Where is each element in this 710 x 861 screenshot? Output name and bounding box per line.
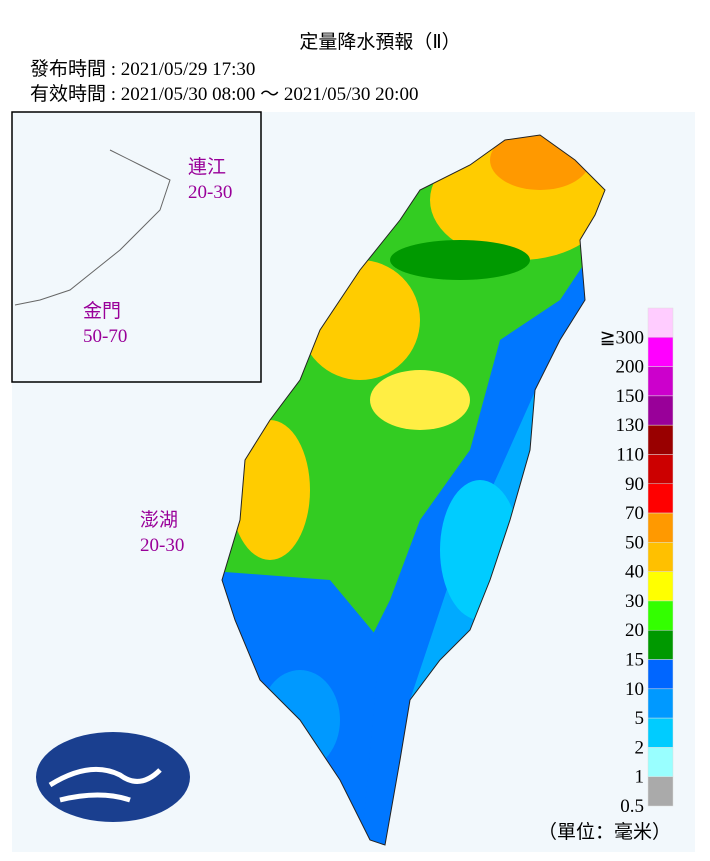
legend-swatch: [647, 454, 674, 485]
legend-label: 2: [635, 737, 645, 758]
inset-box: [11, 111, 262, 383]
legend-label: 10: [625, 679, 644, 700]
legend-swatch: [647, 776, 674, 807]
legend-swatch: [647, 688, 674, 719]
logo-swirl: [48, 766, 162, 803]
legend-swatch: [647, 337, 674, 367]
valid-time: 有效時間 : 2021/05/30 08:00 ～ 2021/05/30 20:…: [30, 83, 418, 105]
legend-label: 150: [616, 386, 645, 407]
region-range: 20-30: [140, 535, 184, 556]
legend-label: 110: [616, 444, 644, 465]
legend-label: 90: [625, 474, 644, 495]
legend-swatch: [647, 512, 674, 543]
legend-label: 1: [635, 767, 645, 788]
legend-label: 40: [625, 562, 644, 583]
legend-swatch: [647, 424, 674, 455]
legend-swatch: [647, 659, 674, 690]
legend-unit: （單位：毫米）: [538, 821, 671, 843]
legend-label: 20: [625, 620, 644, 641]
legend-label: ≧300: [600, 327, 644, 348]
legend-swatch: [647, 629, 674, 660]
region-name: 澎湖: [140, 509, 178, 531]
legend-swatch: [647, 307, 674, 338]
legend-label: 70: [625, 503, 644, 524]
legend-label: 130: [616, 415, 645, 436]
legend-swatch: [647, 483, 674, 514]
legend-label: 50: [625, 532, 644, 553]
region-name: 連江: [188, 156, 226, 178]
coastline: [221, 134, 606, 846]
china-coast: [14, 149, 171, 306]
region-range: 20-30: [188, 182, 232, 203]
legend-label: 200: [616, 357, 645, 378]
region-name: 金門: [83, 300, 121, 322]
legend-swatch: [647, 600, 674, 631]
legend-swatch: [647, 717, 674, 748]
legend-swatch: [647, 571, 674, 602]
legend-label: 0.5: [620, 796, 644, 817]
legend-label: 5: [635, 708, 645, 729]
issued-time: 發布時間 : 2021/05/29 17:30: [30, 58, 255, 80]
title: 定量降水預報（Ⅱ）: [299, 31, 460, 53]
legend-label: 15: [625, 650, 644, 671]
legend-swatch: [647, 366, 674, 397]
legend-swatch: [647, 395, 674, 426]
region-range: 50-70: [83, 326, 127, 347]
legend-label: 30: [625, 591, 644, 612]
legend-swatch: [647, 747, 674, 777]
legend-swatch: [647, 542, 674, 572]
